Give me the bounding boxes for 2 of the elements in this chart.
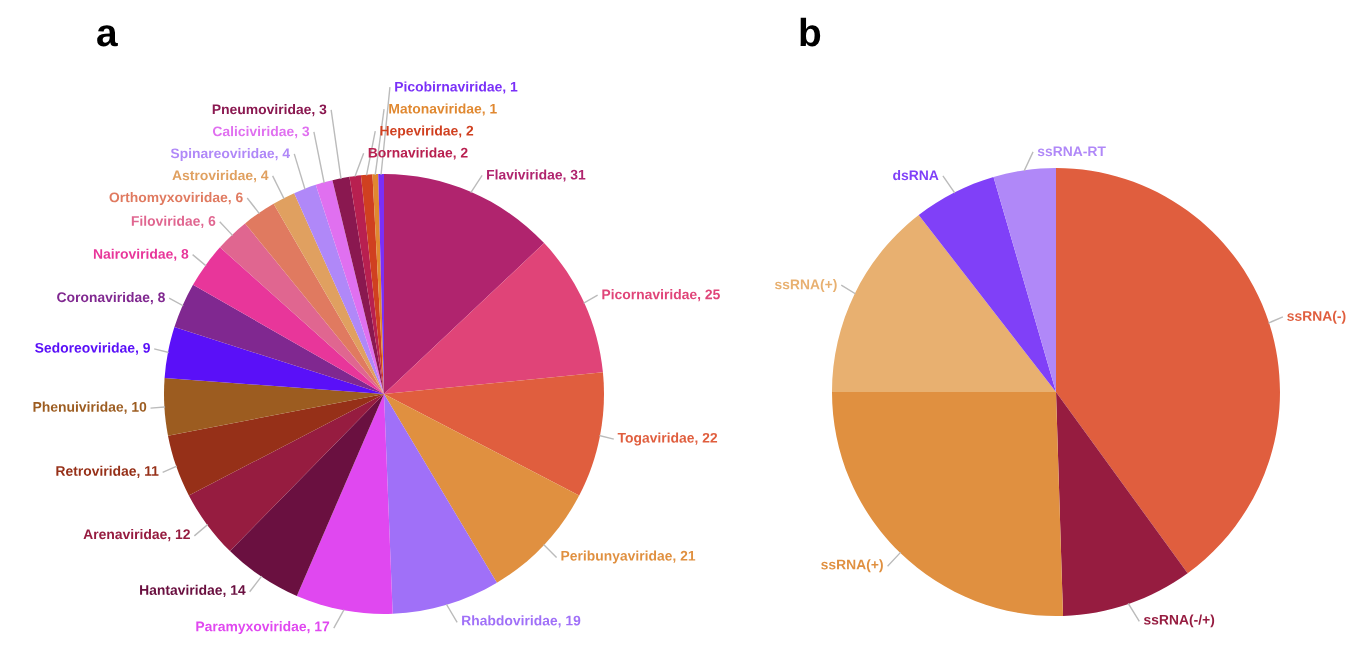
chart-title: b — [800, 17, 821, 47]
chart-title: a — [97, 25, 118, 47]
